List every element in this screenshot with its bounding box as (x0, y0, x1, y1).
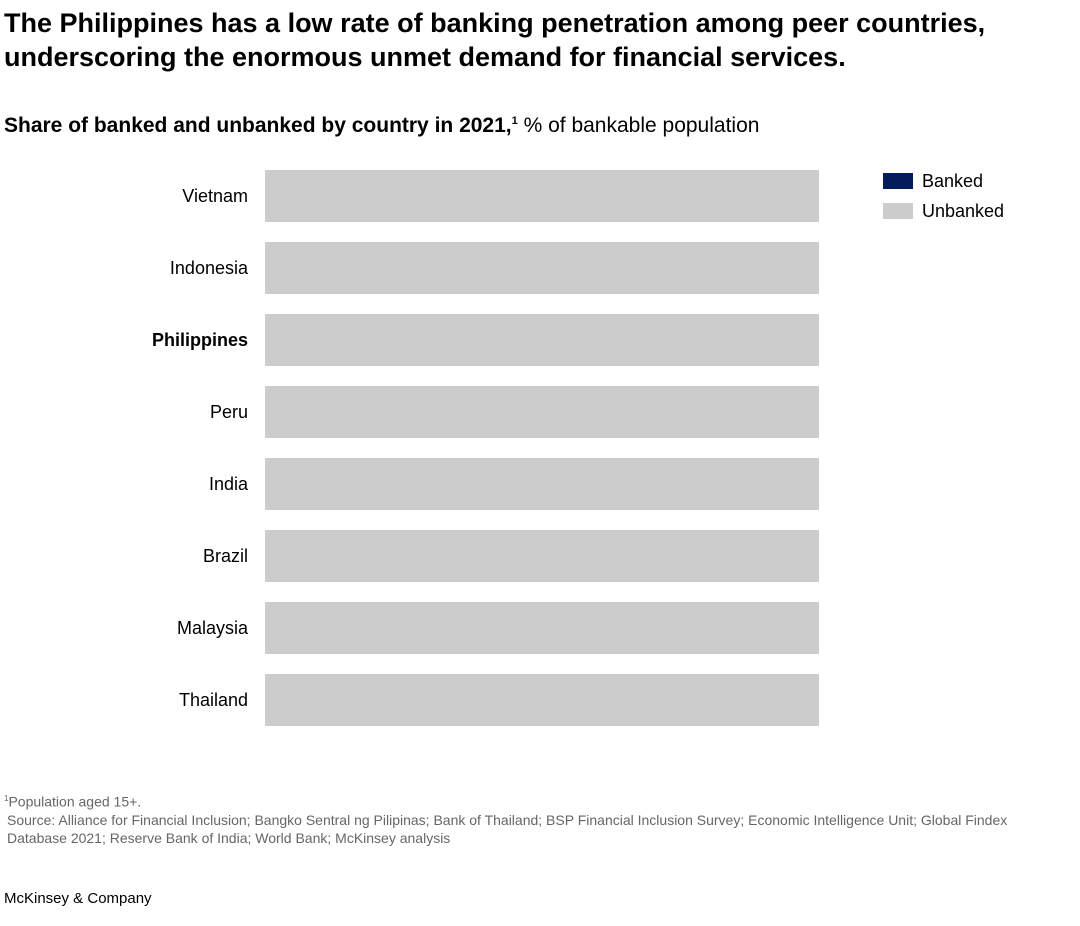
category-label: Peru (210, 402, 248, 422)
category-label: Malaysia (177, 618, 249, 638)
bar-unbanked-indonesia (265, 242, 819, 294)
category-label: Thailand (179, 690, 248, 710)
category-label: Philippines (152, 330, 248, 350)
category-label: Brazil (203, 546, 248, 566)
legend-label: Unbanked (922, 200, 1005, 221)
bar-unbanked-peru (265, 386, 819, 438)
legend-swatch-unbanked (883, 203, 913, 219)
bar-chart: Vietnam Indonesia Philippines Peru India Braz… (152, 170, 819, 726)
legend: Banked Unbanked (883, 168, 1004, 228)
category-label: Vietnam (182, 186, 248, 206)
bar-unbanked-thailand (265, 674, 819, 726)
brand-logo-text: McKinsey & Company (4, 890, 152, 907)
legend-item-banked: Banked (883, 164, 1004, 198)
bar-unbanked-malaysia (265, 602, 819, 654)
bar-unbanked-brazil (265, 530, 819, 582)
chart-title: The Philippines has a low rate of bankin… (4, 8, 986, 72)
category-label: India (209, 474, 249, 494)
footnotes: 1Population aged 15+. Source: Alliance f… (4, 790, 1044, 847)
bar-unbanked-india (265, 458, 819, 510)
legend-swatch-banked (883, 173, 913, 189)
chart-subtitle: Share of banked and unbanked by country … (4, 114, 759, 138)
bar-unbanked-vietnam (265, 170, 819, 222)
subtitle-footnote-mark: 1 (511, 115, 518, 127)
subtitle-unit: % of bankable population (517, 114, 760, 137)
legend-item-unbanked: Unbanked (883, 194, 1004, 228)
footnote-text: Population aged 15+. (8, 793, 142, 810)
footnote-mark: 1 (4, 794, 9, 803)
legend-label: Banked (922, 170, 984, 191)
subtitle-bold: Share of banked and unbanked by country … (4, 114, 512, 137)
source-text: Source: Alliance for Financial Inclusion… (7, 811, 1008, 846)
bar-unbanked-philippines (265, 314, 819, 366)
category-label: Indonesia (170, 258, 249, 278)
